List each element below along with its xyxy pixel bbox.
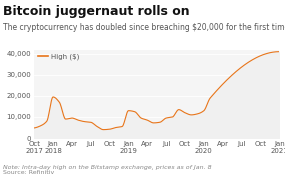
Text: Note: Intra-day high on the Bitstamp exchange, prices as of Jan. 8: Note: Intra-day high on the Bitstamp exc… (3, 165, 211, 170)
Text: Bitcoin juggernaut rolls on: Bitcoin juggernaut rolls on (3, 5, 190, 18)
Text: The cryptocurrency has doubled since breaching $20,000 for the first time in mid: The cryptocurrency has doubled since bre… (3, 23, 285, 32)
Text: Source: Refinitiv: Source: Refinitiv (3, 170, 54, 175)
Legend: High ($): High ($) (38, 53, 79, 59)
